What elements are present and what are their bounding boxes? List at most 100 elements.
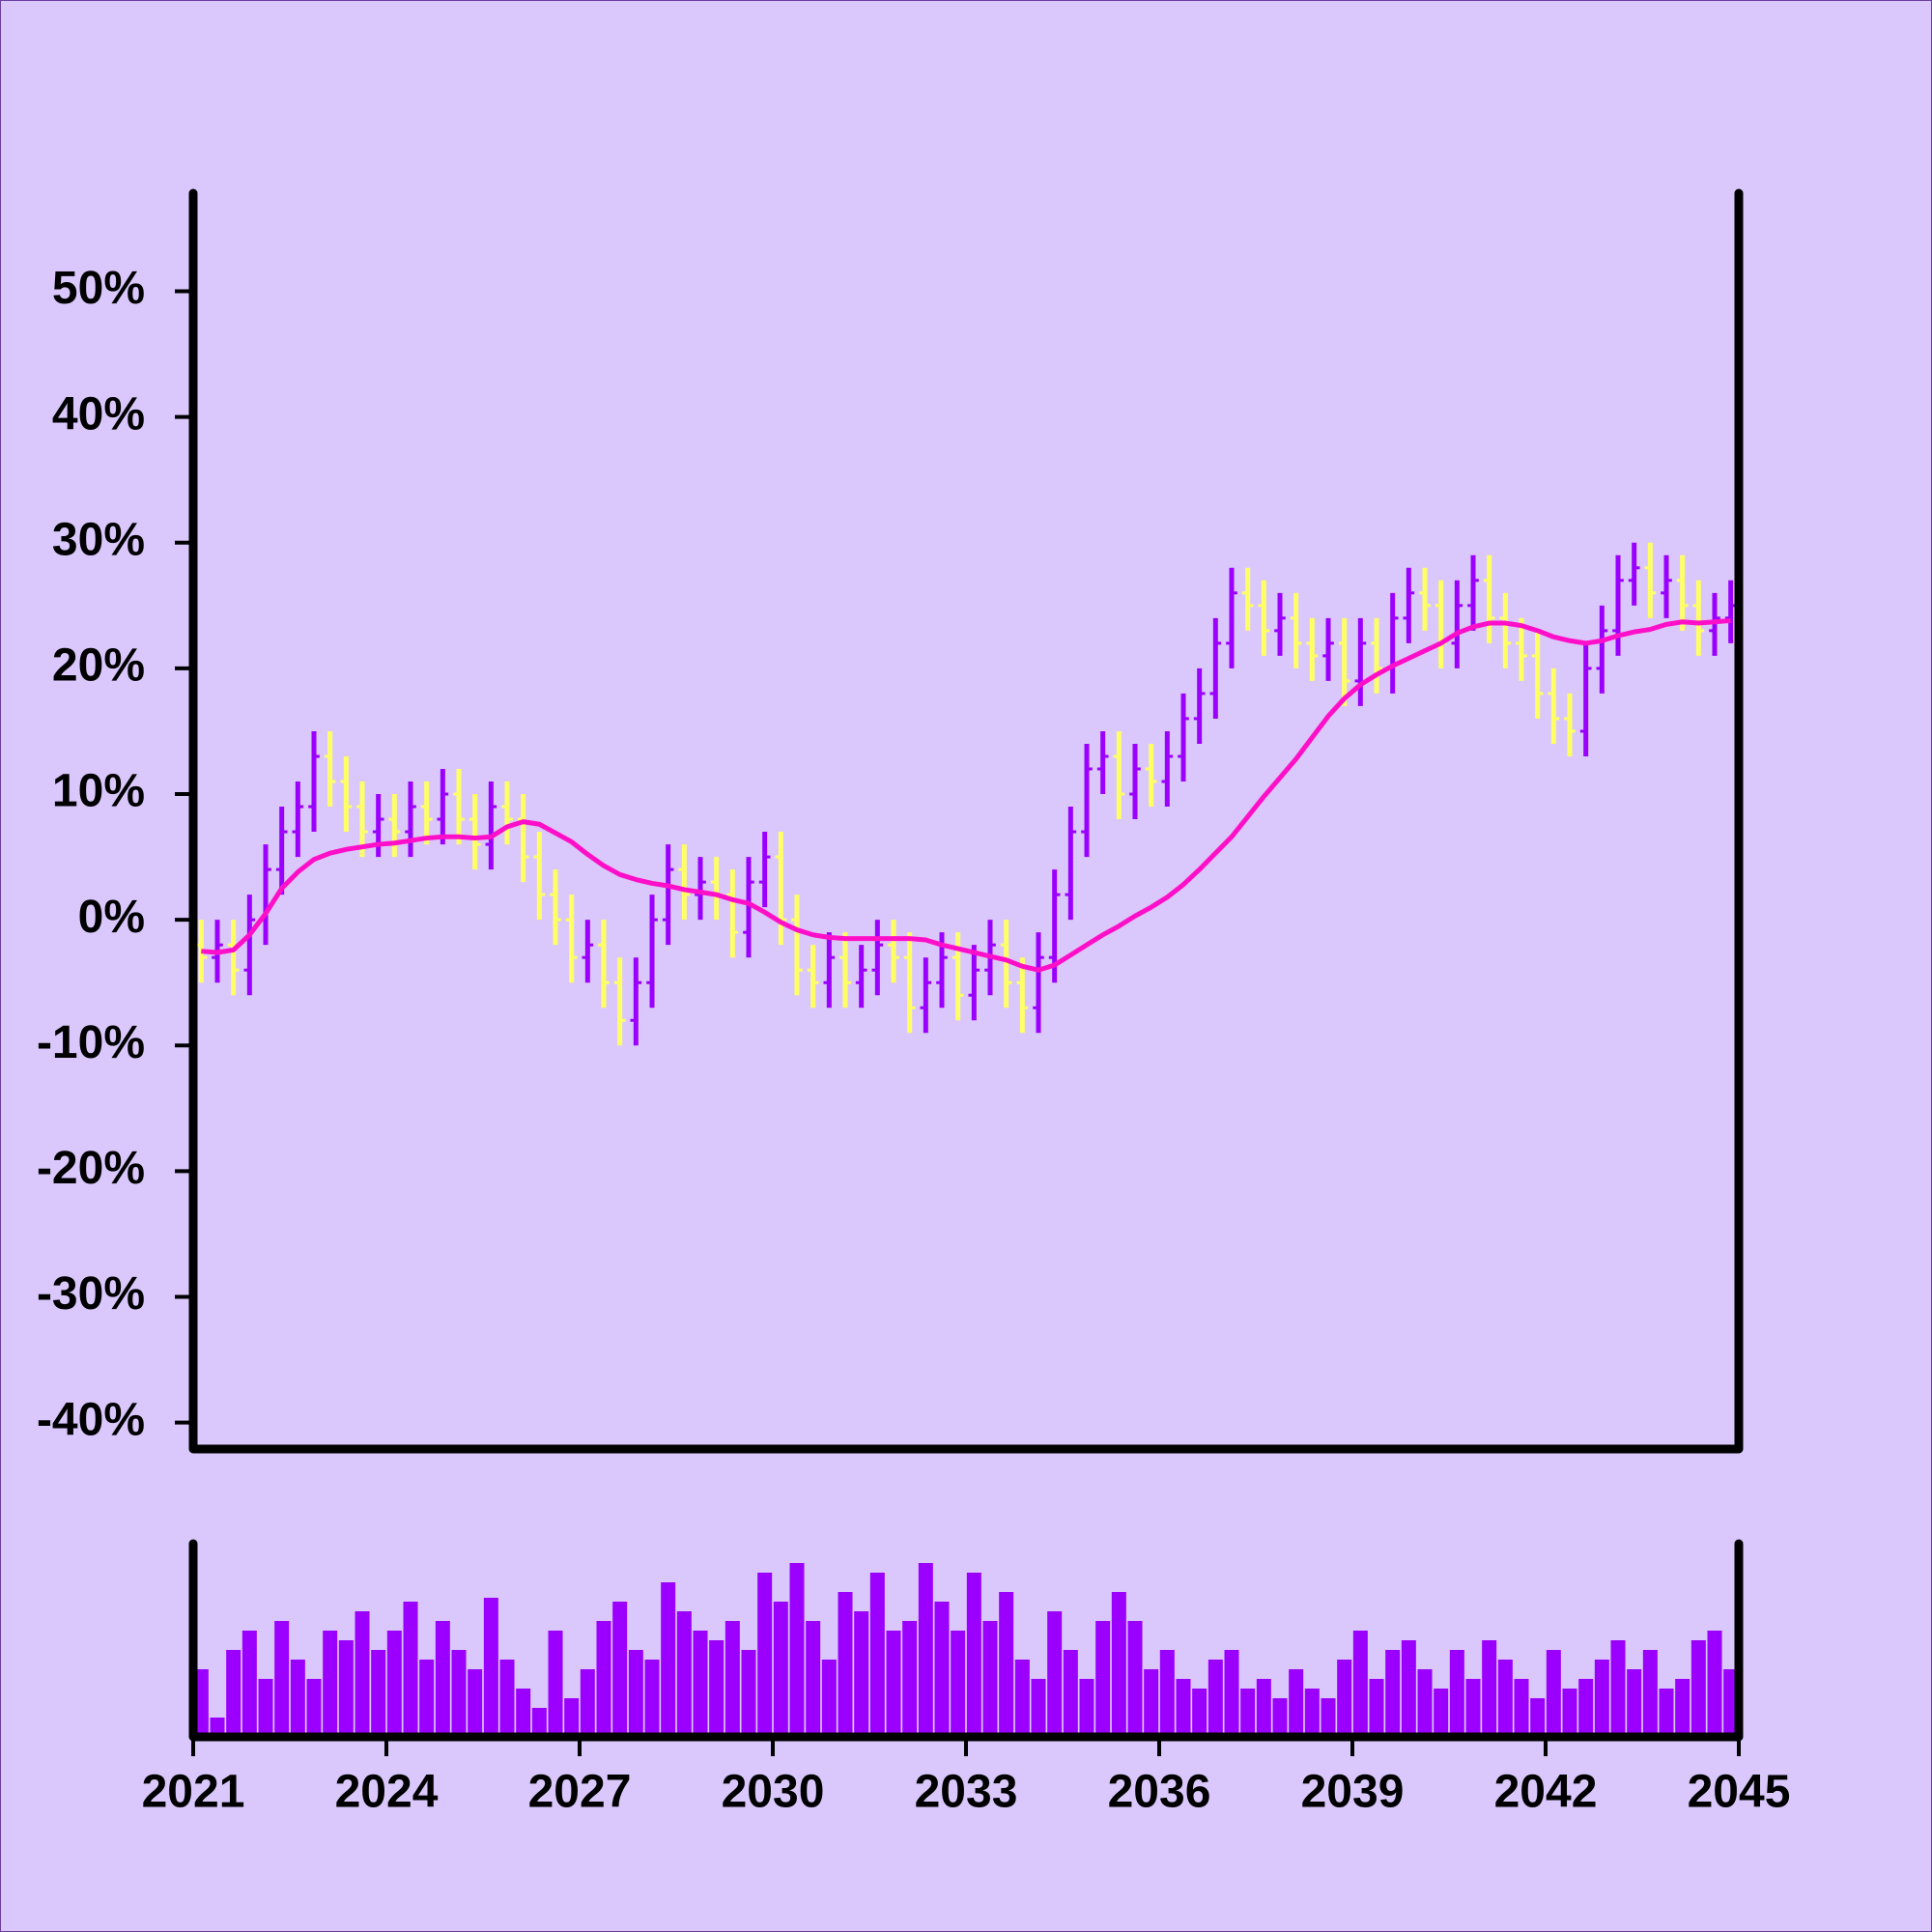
volume-bar	[226, 1650, 242, 1737]
ohlc-bar	[1322, 617, 1334, 681]
volume-bar	[693, 1631, 708, 1737]
volume-bar	[1401, 1640, 1416, 1737]
y-tick-label: -40%	[37, 1394, 145, 1445]
ohlc-bar	[968, 945, 980, 1021]
volume-bar	[1063, 1650, 1078, 1737]
ohlc-bar	[1483, 554, 1495, 643]
ohlc-bar	[1226, 567, 1237, 668]
volume-bar	[323, 1631, 338, 1737]
ohlc-bar	[340, 755, 353, 833]
ohlc-bar	[710, 857, 723, 921]
volume-bar	[1690, 1640, 1706, 1737]
ohlc-bar	[1081, 743, 1093, 858]
x-tick-label: 2042	[1494, 1767, 1598, 1818]
ohlc-bar	[807, 945, 819, 1009]
ohlc-bar	[743, 857, 754, 958]
volume-bar	[902, 1621, 918, 1737]
ohlc-bar	[871, 920, 884, 996]
ohlc-bar	[726, 869, 739, 958]
ohlc-bar	[1016, 957, 1029, 1034]
volume-bar	[1369, 1679, 1384, 1737]
ohlc-bar	[582, 920, 594, 983]
volume-bar	[1610, 1640, 1626, 1737]
ohlc-bar	[565, 895, 578, 983]
ohlc-bar	[839, 932, 851, 1009]
volume-bar	[1578, 1679, 1594, 1737]
volume-bar	[1208, 1660, 1223, 1737]
ohlc-bar	[695, 857, 706, 921]
ohlc-bar	[1564, 693, 1576, 756]
ohlc-bar	[646, 895, 658, 1009]
volume-bar	[1256, 1679, 1271, 1737]
volume-bar	[1176, 1679, 1191, 1737]
ohlc-bar	[1274, 592, 1286, 656]
volume-bar	[1594, 1660, 1609, 1737]
ohlc-bar	[855, 945, 867, 1009]
volume-bar	[1272, 1698, 1288, 1737]
volume-bar	[403, 1602, 418, 1737]
volume-frame	[188, 1539, 1744, 1742]
ohlc-bar	[758, 832, 771, 908]
volume-bar	[1352, 1631, 1368, 1737]
ohlc-bar	[1403, 567, 1415, 643]
ohlc-bar	[1692, 580, 1705, 656]
ohlc-bar	[1033, 932, 1044, 1034]
ohlc-bar	[420, 781, 433, 845]
ohlc-bar	[1354, 617, 1367, 706]
volume-bar	[1047, 1611, 1063, 1737]
ohlc-bar	[453, 768, 465, 845]
volume-bar	[1449, 1650, 1464, 1737]
volume-bar	[1514, 1679, 1529, 1737]
volume-bar	[371, 1650, 386, 1737]
volume-bar	[1675, 1679, 1690, 1737]
ohlc-bar	[1386, 592, 1399, 694]
volume-bar	[1111, 1592, 1126, 1737]
ohlc-bar	[356, 781, 368, 858]
volume-bar	[290, 1660, 305, 1737]
y-tick-label: 50%	[52, 263, 145, 314]
volume-bar	[1627, 1669, 1642, 1737]
volume-bar	[1127, 1621, 1143, 1737]
ohlc-bar	[1628, 542, 1640, 606]
ohlc-bar	[1709, 592, 1720, 656]
volume-bar	[1321, 1698, 1336, 1737]
volume-bar	[628, 1650, 643, 1737]
volume-bar	[596, 1621, 611, 1737]
ohlc-bar	[678, 844, 691, 921]
ohlc-bar	[613, 957, 626, 1046]
volume-bar	[468, 1669, 483, 1737]
volume-bar	[757, 1573, 773, 1737]
volume-bar	[451, 1650, 467, 1737]
ohlc-bar	[469, 794, 481, 870]
volume-panel: 2021 2024 2027 2030 2033 2036 2039 2042 2045	[142, 1563, 1790, 1818]
volume-bar	[1562, 1689, 1577, 1737]
volume-bar	[724, 1621, 740, 1737]
volume-bar	[838, 1592, 853, 1737]
volume-bar	[1192, 1689, 1208, 1737]
volume-bar	[966, 1573, 981, 1737]
ohlc-bar	[292, 781, 304, 858]
volume-bar	[355, 1611, 370, 1737]
y-tick-label: 0%	[78, 892, 145, 943]
ohlc-bar	[1258, 580, 1270, 656]
volume-bar	[258, 1679, 273, 1737]
ohlc-bar	[1548, 668, 1560, 744]
ohlc-bar	[550, 869, 561, 946]
ohlc-bar	[324, 730, 336, 808]
volume-bar	[951, 1631, 966, 1737]
volume-bar	[242, 1631, 257, 1737]
volume-bar	[1337, 1660, 1352, 1737]
ohlc-bar	[1435, 580, 1447, 668]
volume-bar	[918, 1563, 933, 1737]
y-tick-label: 30%	[52, 514, 145, 565]
volume-bar	[1482, 1640, 1497, 1737]
volume-bar	[1385, 1650, 1401, 1737]
ohlc-bar	[1467, 554, 1479, 631]
volume-bar	[999, 1592, 1014, 1737]
ohlc-bar	[1612, 554, 1624, 656]
ohlc-bar	[308, 730, 320, 833]
ohlc-bar	[1178, 693, 1189, 782]
ohlc-bar	[517, 794, 529, 883]
ohlc-bar	[1113, 730, 1125, 820]
